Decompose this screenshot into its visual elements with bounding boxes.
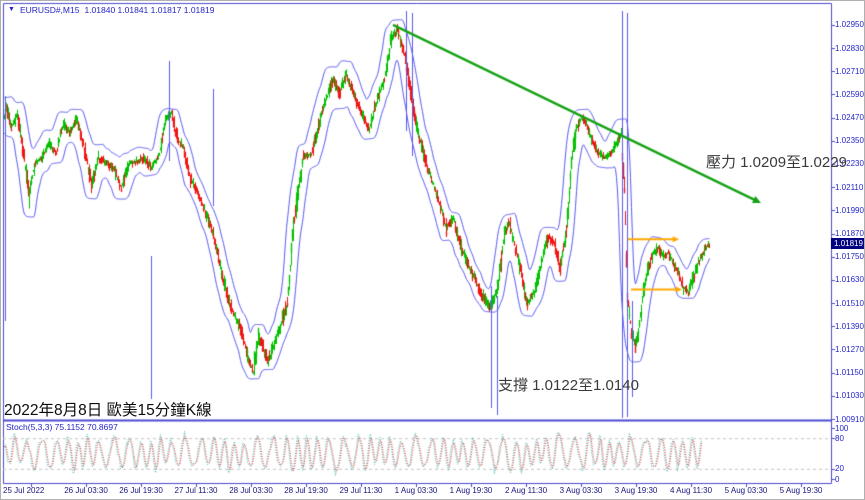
date-caption: 2022年8月8日 歐美15分鐘K線 xyxy=(4,402,212,419)
support-annotation: 支撐 1.0122至1.0140 xyxy=(498,377,639,394)
price-tick-label: 1.02350 xyxy=(835,136,864,146)
price-tick-label: 1.01630 xyxy=(835,275,864,285)
price-axis[interactable]: 1.02950 1.02830 1.02710 1.02590 1.02470 1.023… xyxy=(831,1,864,499)
price-tick-label: 1.01990 xyxy=(835,205,864,215)
price-tick-label: 1.00910 xyxy=(835,414,864,424)
time-tick-label: 26 Jul 19:30 xyxy=(119,486,163,495)
price-tick-label: 1.01750 xyxy=(835,252,864,262)
price-tick-label: 1.02830 xyxy=(835,43,864,53)
time-tick-label: 28 Jul 19:30 xyxy=(284,486,328,495)
time-tick-label: 3 Aug 19:30 xyxy=(614,486,658,495)
price-tick-label: 1.02230 xyxy=(835,159,864,169)
price-tick-label: 1.01870 xyxy=(835,229,864,239)
price-tick-label: 1.01150 xyxy=(835,368,864,378)
time-tick-label: 26 Jul 03:30 xyxy=(64,486,108,495)
price-tick-label: 1.02470 xyxy=(835,113,864,123)
time-tick-label: 25 Jul 2022 xyxy=(3,486,45,495)
time-tick-label: 3 Aug 03:30 xyxy=(559,486,603,495)
price-tick-label: 1.02710 xyxy=(835,66,864,76)
stoch-scale-label: 80 xyxy=(835,433,844,443)
time-tick-label: 1 Aug 03:30 xyxy=(394,486,438,495)
time-tick-label: 29 Jul 11:30 xyxy=(339,486,383,495)
time-tick-label: 28 Jul 03:30 xyxy=(229,486,273,495)
price-tick-label: 1.02950 xyxy=(835,20,864,30)
ohlc-readout: 1.01840 1.01841 1.01817 1.01819 xyxy=(84,5,215,15)
current-price-tag: 1.01819 xyxy=(831,237,864,249)
time-tick-label: 5 Aug 19:30 xyxy=(779,486,823,495)
price-tick-label: 1.01270 xyxy=(835,344,864,354)
symbol-timeframe-label: EURUSD#,M15 xyxy=(19,5,80,15)
time-tick-label: 2 Aug 11:30 xyxy=(504,486,548,495)
time-tick-label: 27 Jul 11:30 xyxy=(174,486,218,495)
resistance-annotation: 壓力 1.0209至1.0229 xyxy=(706,154,847,171)
stoch-scale-label: 0 xyxy=(835,474,840,484)
price-tick-label: 1.02590 xyxy=(835,89,864,99)
stoch-scale-label: 100 xyxy=(835,423,849,433)
time-axis[interactable]: 25 Jul 2022 26 Jul 03:30 26 Jul 19:30 27 Ju… xyxy=(1,485,864,499)
collapse-triangle-icon[interactable]: ▼ xyxy=(8,6,15,13)
price-tick-label: 1.01510 xyxy=(835,298,864,308)
price-tick-label: 1.02110 xyxy=(835,182,864,192)
chart-header: ▼ EURUSD#,M15 1.01840 1.01841 1.01817 1.… xyxy=(8,5,214,15)
time-tick-label: 4 Aug 11:30 xyxy=(669,486,713,495)
price-tick-label: 1.01030 xyxy=(835,391,864,401)
stochastic-indicator-label: Stoch(5,3,3) 75.1152 70.8697 xyxy=(6,422,118,432)
time-tick-label: 1 Aug 19:30 xyxy=(449,486,493,495)
stoch-scale-label: 20 xyxy=(835,464,844,474)
price-tick-label: 1.01390 xyxy=(835,321,864,331)
time-tick-label: 5 Aug 03:30 xyxy=(724,486,768,495)
